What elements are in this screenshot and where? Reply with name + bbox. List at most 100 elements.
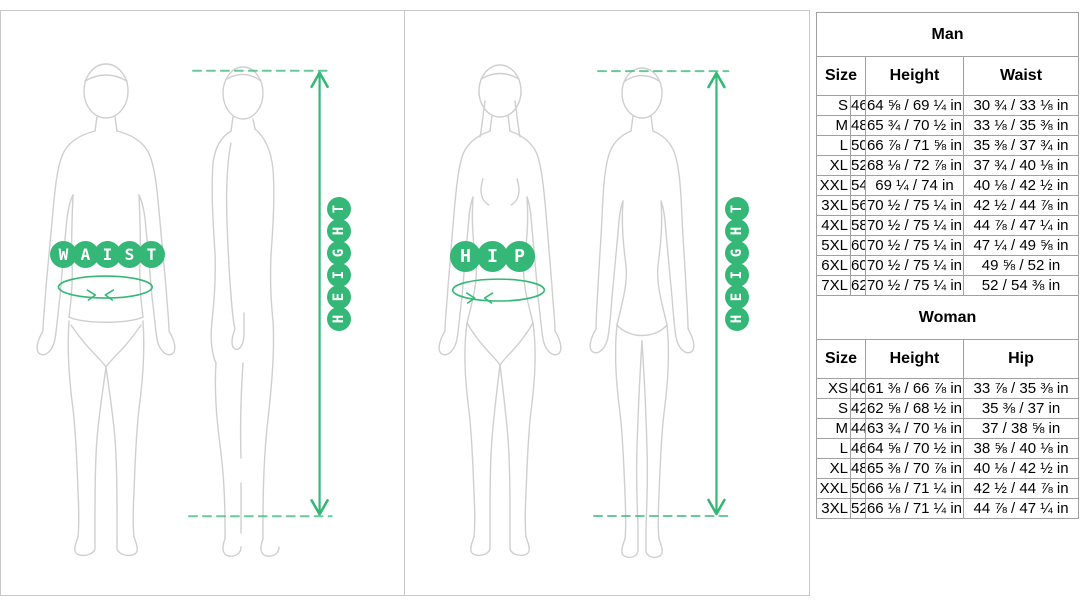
table-cell: 40 ⅛ / 42 ½ in	[963, 175, 1079, 196]
table-cell: 33 ⅞ / 35 ⅜ in	[962, 378, 1080, 399]
table-cell: S	[816, 95, 851, 116]
man-front-figure	[36, 63, 176, 557]
table-cell: 68 ⅛ / 72 ⅞ in	[865, 155, 964, 176]
table-cell: 62 ⅝ / 68 ½ in	[865, 398, 964, 419]
table-cell: 46	[850, 95, 866, 116]
table-cell: 65 ⅜ / 70 ⅞ in	[865, 458, 964, 479]
table-cell: 60	[850, 255, 866, 276]
table-cell: 3XL	[816, 195, 851, 216]
table-cell: 37 ¾ / 40 ⅛ in	[963, 155, 1079, 176]
woman-table-title: Woman	[815, 295, 1080, 340]
table-cell: 70 ½ / 75 ¼ in	[865, 275, 964, 296]
table-cell: 65 ¾ / 70 ½ in	[865, 115, 964, 136]
table-cell: 47 ¼ / 49 ⅝ in	[963, 235, 1079, 256]
table-cell: 50	[850, 135, 866, 156]
table-cell: 50	[850, 478, 866, 499]
table-cell: 63 ¾ / 70 ⅛ in	[865, 418, 964, 439]
badge-letter: E	[327, 285, 351, 309]
table-cell: 52	[850, 155, 866, 176]
table-cell: 42 ½ / 44 ⅞ in	[962, 478, 1080, 499]
badge-letter: H	[327, 219, 351, 243]
badge-letter: H	[725, 219, 749, 243]
woman-col-hip: Hip	[962, 339, 1080, 379]
table-cell: 7XL	[816, 275, 851, 296]
table-cell: 54	[850, 175, 866, 196]
table-cell: L	[816, 438, 851, 459]
table-cell: 70 ½ / 75 ¼ in	[865, 235, 964, 256]
table-cell: 56	[850, 195, 866, 216]
table-cell: 66 ⅛ / 71 ¼ in	[865, 498, 964, 519]
table-cell: 6XL	[816, 255, 851, 276]
table-cell: XXL	[816, 175, 851, 196]
table-cell: 49 ⅝ / 52 in	[963, 255, 1079, 276]
badge-letter: E	[725, 285, 749, 309]
table-cell: 46	[850, 438, 866, 459]
table-cell: 44 ⅞ / 47 ¼ in	[963, 215, 1079, 236]
table-cell: 30 ¾ / 33 ⅛ in	[963, 95, 1079, 116]
table-cell: 35 ⅜ / 37 in	[962, 398, 1080, 419]
table-cell: 37 / 38 ⅝ in	[962, 418, 1080, 439]
badge-letter: H	[327, 307, 351, 331]
woman-col-size: Size	[816, 339, 866, 379]
table-cell: 44	[850, 418, 866, 439]
man-col-height: Height	[865, 56, 964, 96]
table-cell: 38 ⅝ / 40 ⅛ in	[962, 438, 1080, 459]
table-cell: 62	[850, 275, 866, 296]
table-cell: 60	[850, 235, 866, 256]
badge-letter: G	[327, 241, 351, 265]
man-col-waist: Waist	[963, 56, 1079, 96]
table-cell: 69 ¼ / 74 in	[865, 175, 964, 196]
table-cell: M	[816, 418, 851, 439]
badge-letter: I	[477, 241, 508, 272]
table-cell: 61 ⅜ / 66 ⅞ in	[865, 378, 964, 399]
woman-size-table: Woman Size Height Hip XS4061 ⅜ / 66 ⅞ in…	[815, 295, 1080, 519]
table-cell: S	[816, 398, 851, 419]
table-cell: 40	[850, 378, 866, 399]
table-cell: 64 ⅝ / 70 ½ in	[865, 438, 964, 459]
table-cell: XL	[816, 458, 851, 479]
table-cell: L	[816, 135, 851, 156]
woman-col-height: Height	[865, 339, 964, 379]
man-side-figure	[210, 66, 280, 557]
badge-letter: I	[327, 263, 351, 287]
table-cell: 33 ⅛ / 35 ⅜ in	[963, 115, 1079, 136]
table-cell: XXL	[816, 478, 851, 499]
table-cell: 48	[850, 458, 866, 479]
size-tables: Man Size Height Waist S4664 ⅝ / 69 ¼ in3…	[815, 12, 1080, 519]
badge-letter: P	[504, 241, 535, 272]
badge-letter: I	[725, 263, 749, 287]
badge-letter: H	[450, 241, 481, 272]
badge-letter: T	[725, 197, 749, 221]
man-table-title: Man	[816, 12, 1079, 57]
table-cell: 64 ⅝ / 69 ¼ in	[865, 95, 964, 116]
table-cell: 5XL	[816, 235, 851, 256]
table-cell: 3XL	[816, 498, 851, 519]
table-cell: 70 ½ / 75 ¼ in	[865, 255, 964, 276]
badge-letter: H	[725, 307, 749, 331]
table-cell: 48	[850, 115, 866, 136]
table-cell: 35 ⅜ / 37 ¾ in	[963, 135, 1079, 156]
